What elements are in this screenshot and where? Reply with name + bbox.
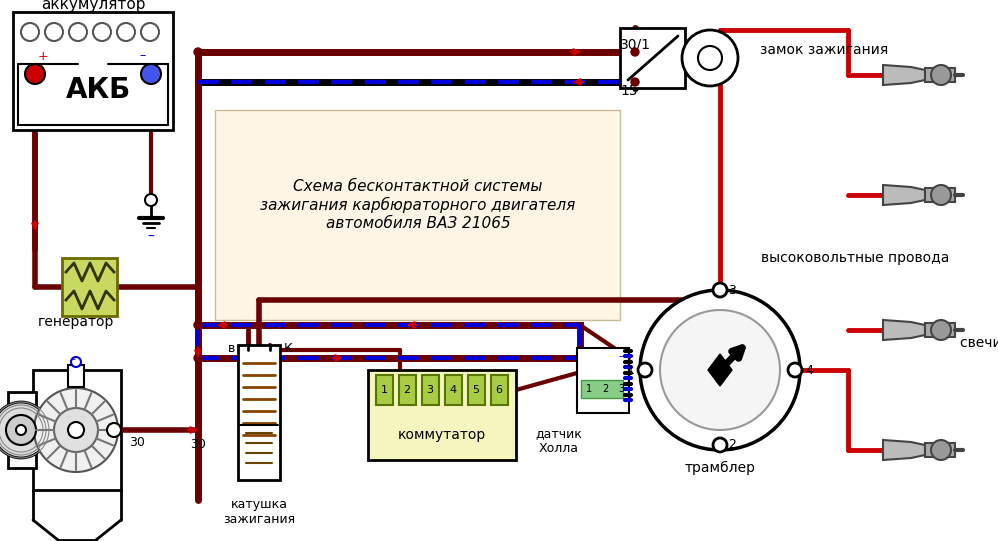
Circle shape: [0, 402, 49, 458]
Circle shape: [16, 425, 26, 435]
Text: катушка
зажигания: катушка зажигания: [223, 498, 295, 526]
Circle shape: [660, 310, 780, 430]
Text: 2: 2: [729, 439, 736, 452]
Circle shape: [54, 408, 98, 452]
Text: высоковольтные провода: высоковольтные провода: [760, 251, 949, 265]
Bar: [925, 68, 955, 82]
Text: замок зажигания: замок зажигания: [760, 43, 888, 57]
Circle shape: [25, 64, 45, 84]
Text: 1: 1: [586, 384, 592, 394]
Circle shape: [21, 23, 39, 41]
Text: АКБ: АКБ: [66, 76, 131, 104]
Text: 1: 1: [380, 385, 387, 395]
Polygon shape: [708, 354, 732, 386]
Text: 2: 2: [602, 384, 608, 394]
Circle shape: [713, 438, 727, 452]
Bar: [215, 110, 620, 320]
Text: –: –: [148, 230, 155, 244]
Circle shape: [141, 23, 159, 41]
Circle shape: [194, 321, 202, 329]
Text: Схема бесконтактной системы
зажигания карбюраторного двигателя
автомобиля ВАЗ 21: Схема бесконтактной системы зажигания ка…: [260, 180, 576, 230]
Bar: [925, 443, 955, 457]
Text: 6: 6: [495, 385, 503, 395]
Circle shape: [638, 363, 652, 377]
Text: 1: 1: [627, 364, 635, 377]
Bar: [8, 392, 36, 468]
Text: 3: 3: [618, 384, 624, 394]
Text: коммутатор: коммутатор: [398, 428, 486, 442]
Bar: [68, 365, 84, 387]
Bar: [368, 370, 516, 460]
Circle shape: [640, 290, 800, 450]
Circle shape: [117, 23, 135, 41]
Polygon shape: [883, 65, 925, 85]
Polygon shape: [883, 440, 925, 460]
Bar: [238, 345, 280, 480]
Bar: [581, 380, 623, 398]
Circle shape: [45, 23, 63, 41]
Circle shape: [788, 363, 802, 377]
Circle shape: [93, 23, 111, 41]
Circle shape: [631, 78, 639, 86]
Text: 5: 5: [472, 385, 479, 395]
Bar: [468, 375, 485, 405]
Polygon shape: [883, 320, 925, 340]
Bar: [422, 375, 439, 405]
Bar: [620, 28, 685, 88]
Circle shape: [68, 422, 84, 438]
Circle shape: [34, 388, 118, 472]
Text: 2: 2: [403, 385, 410, 395]
Bar: [376, 375, 393, 405]
Text: –: –: [71, 354, 76, 364]
Bar: [445, 375, 462, 405]
Text: –: –: [619, 351, 624, 361]
Text: свечи зажигания: свечи зажигания: [960, 336, 998, 350]
Circle shape: [69, 23, 87, 41]
Circle shape: [141, 64, 161, 84]
Circle shape: [107, 423, 121, 437]
Text: 15: 15: [620, 84, 638, 98]
Bar: [577, 348, 629, 413]
Text: 30: 30: [190, 439, 206, 452]
Text: 30: 30: [129, 436, 145, 448]
Circle shape: [194, 48, 202, 56]
Circle shape: [6, 415, 36, 445]
Text: трамблер: трамблер: [685, 461, 755, 475]
Circle shape: [931, 320, 951, 340]
Bar: [491, 375, 508, 405]
Bar: [925, 188, 955, 202]
Text: +: +: [38, 49, 48, 63]
Text: 4: 4: [449, 385, 456, 395]
Text: датчик
Холла: датчик Холла: [536, 427, 583, 455]
Text: К: К: [283, 342, 292, 355]
Text: в: в: [229, 342, 236, 355]
Text: –: –: [140, 49, 146, 63]
Circle shape: [931, 65, 951, 85]
Circle shape: [698, 46, 722, 70]
Bar: [13, 12, 173, 130]
Bar: [33, 370, 121, 490]
Bar: [399, 375, 416, 405]
Bar: [925, 323, 955, 337]
Circle shape: [71, 357, 81, 367]
Polygon shape: [883, 185, 925, 205]
Circle shape: [931, 185, 951, 205]
Circle shape: [682, 30, 738, 86]
Circle shape: [194, 354, 202, 362]
Text: аккумулятор: аккумулятор: [41, 0, 146, 11]
Circle shape: [713, 283, 727, 297]
Circle shape: [931, 440, 951, 460]
Text: 30/1: 30/1: [620, 37, 651, 51]
Bar: [62, 258, 117, 316]
Text: 4: 4: [805, 364, 813, 377]
Text: 3: 3: [729, 283, 736, 296]
Text: 3: 3: [426, 385, 433, 395]
Text: генератор: генератор: [38, 315, 114, 329]
Circle shape: [145, 194, 157, 206]
Circle shape: [631, 48, 639, 56]
